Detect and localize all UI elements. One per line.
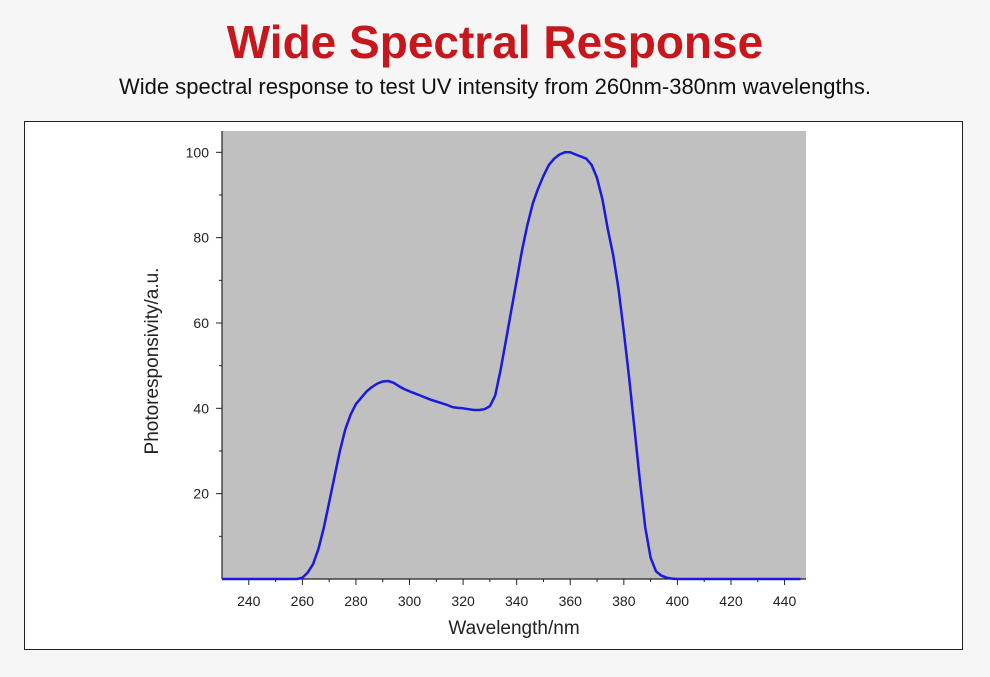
x-tick-label: 360: [559, 593, 583, 609]
y-tick-label: 40: [193, 400, 209, 416]
y-tick-label: 80: [193, 230, 209, 246]
x-tick-label: 240: [237, 593, 261, 609]
chart-frame: 240 260 280 300 320 340 360 380 400 420 440 20 40 60 8…: [24, 121, 963, 650]
ticks: 240 260 280 300 320 340 360 380 400 420 440 20 40 60 8…: [186, 144, 797, 609]
spectral-response-chart: 240 260 280 300 320 340 360 380 400 420 440 20 40 60 8…: [142, 131, 806, 639]
x-tick-label: 300: [398, 593, 422, 609]
x-tick-label: 440: [773, 593, 797, 609]
x-tick-label: 400: [666, 593, 690, 609]
x-tick-label: 420: [719, 593, 743, 609]
series-line: [222, 151, 801, 581]
x-tick-label: 380: [612, 593, 636, 609]
y-tick-label: 60: [193, 315, 209, 331]
y-tick-label: 20: [193, 486, 209, 502]
page-subtitle: Wide spectral response to test UV intens…: [118, 74, 872, 99]
x-tick-label: 340: [505, 593, 529, 609]
x-axis-label: Wavelength/nm: [448, 618, 579, 639]
page-title: Wide Spectral Response: [226, 16, 764, 68]
x-tick-label: 280: [344, 593, 368, 609]
x-tick-label: 320: [451, 593, 475, 609]
x-tick-label: 260: [291, 593, 315, 609]
plot-area: [222, 131, 806, 579]
y-axis-label: Photoresponsivity/a.u.: [142, 268, 163, 455]
y-tick-label: 100: [186, 144, 210, 160]
